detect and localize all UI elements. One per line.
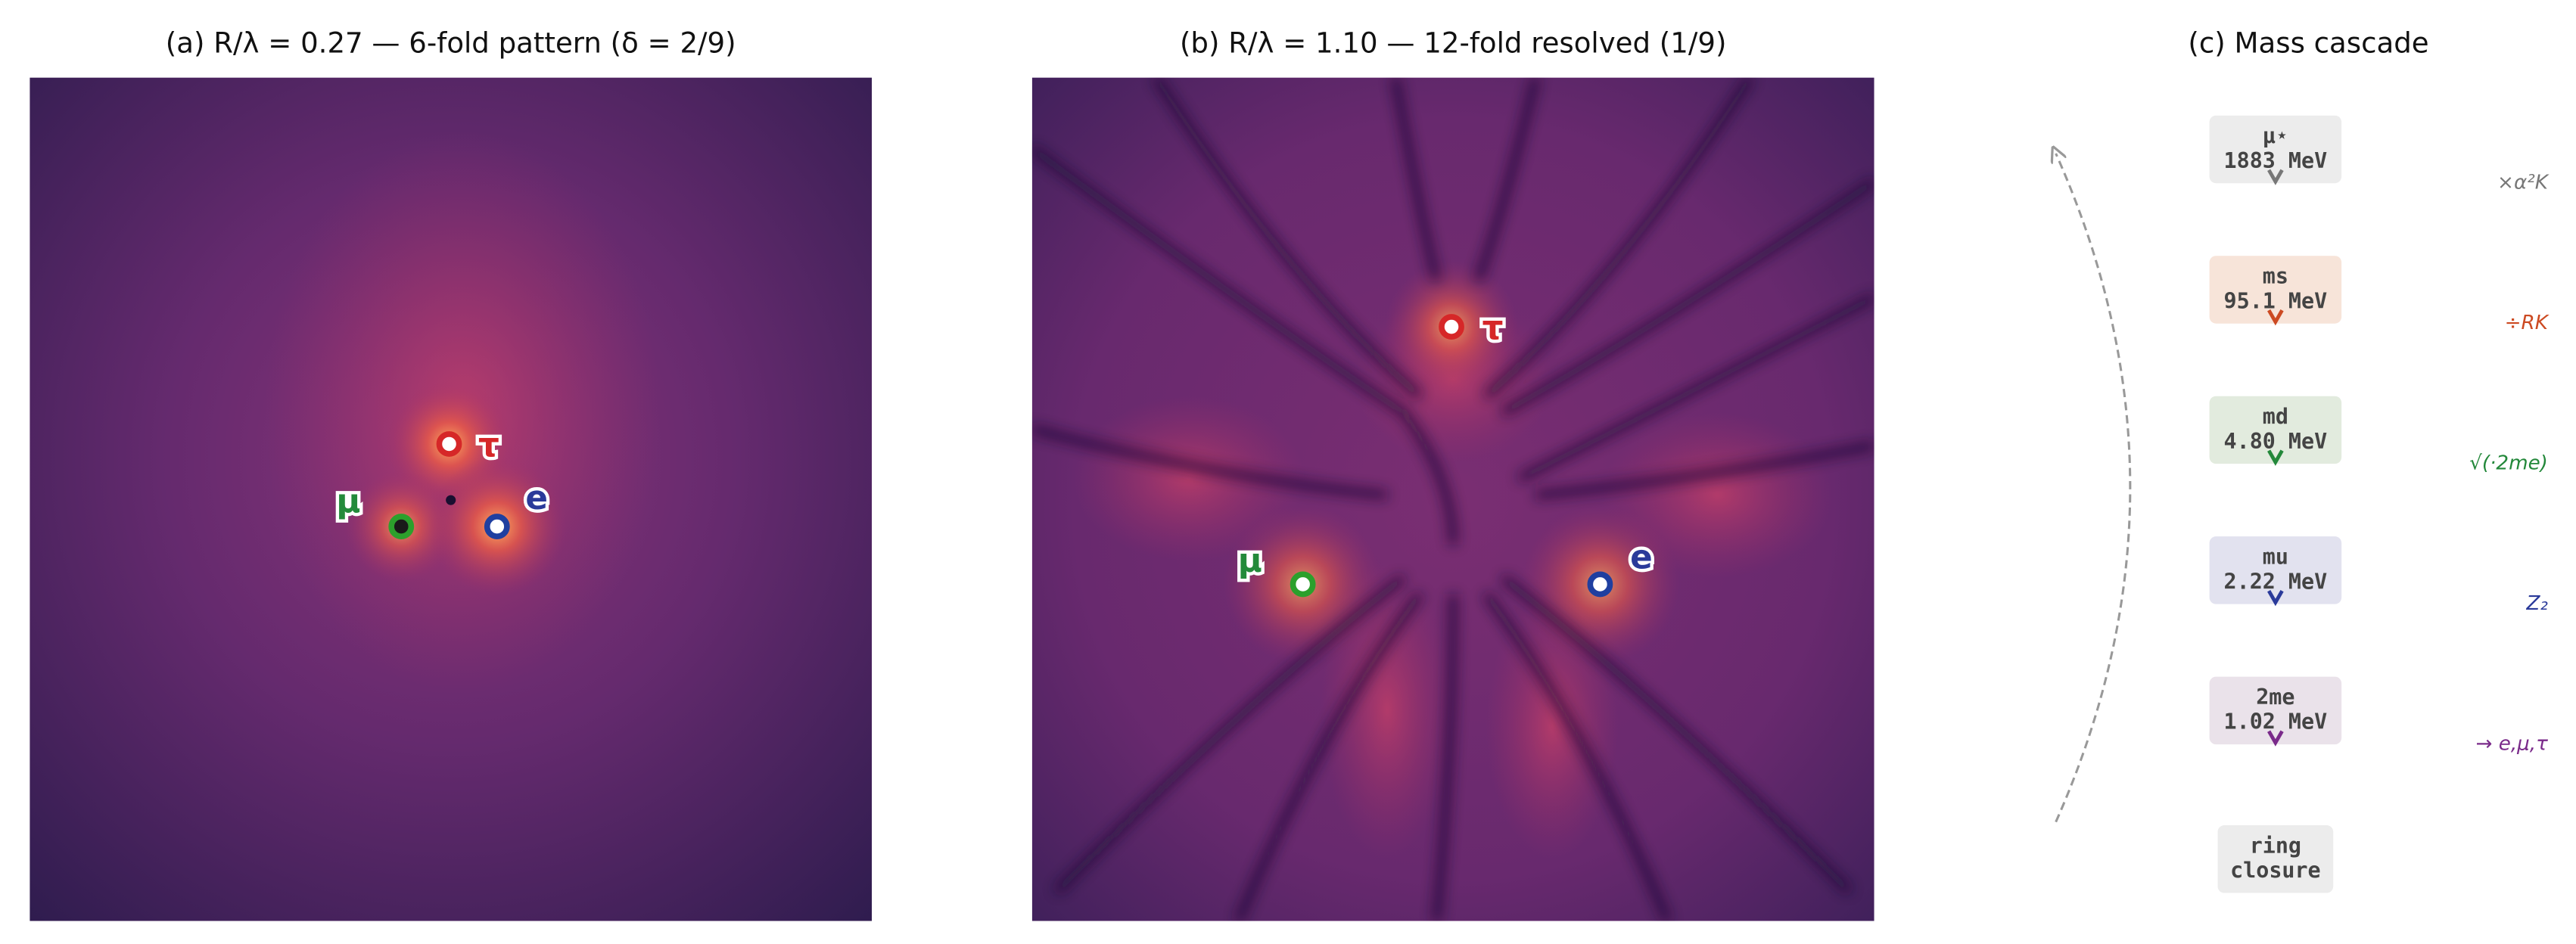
cascade-box (2209, 115, 2342, 184)
box-label: 2.22 MeV (2224, 569, 2328, 594)
panel-title: (a) R/λ = 0.27 — 6-fold pattern (δ = 2/9… (166, 26, 736, 59)
marker (388, 514, 415, 539)
panel-title: (b) R/λ = 1.10 — 12-fold resolved (1/9) (1180, 26, 1726, 59)
operation-label: ×α²K (2497, 172, 2550, 194)
step-arrow (2267, 169, 2284, 185)
marker (1290, 571, 1316, 598)
cascade-box (2217, 825, 2334, 893)
panel-title: (c) Mass cascade (2188, 26, 2428, 59)
box-label: ring (2250, 833, 2301, 858)
cascade-box (2209, 256, 2342, 324)
step-arrow (2267, 449, 2284, 466)
marker-label: e (1630, 539, 1653, 577)
marker-label: e (525, 479, 548, 517)
marker (484, 514, 510, 539)
box-label: 2me (2256, 685, 2294, 710)
box-label: closure (2230, 858, 2321, 883)
marker-label: μ (336, 483, 360, 521)
marker (1587, 571, 1613, 598)
step-arrow (2267, 309, 2284, 326)
operation-label: → e,μ,τ (2475, 733, 2548, 756)
box-label: 1883 MeV (2224, 148, 2328, 173)
box-label: mu (2263, 545, 2288, 570)
marker-label: τ (478, 426, 499, 464)
marker (1439, 314, 1464, 340)
heatmap (1031, 77, 1874, 921)
box-label: ms (2263, 264, 2288, 289)
cascade-box (2209, 536, 2342, 604)
marker (436, 431, 462, 457)
operation-label: √(·2me) (2469, 452, 2548, 475)
operation-label: Z₂ (2525, 592, 2548, 615)
box-label: md (2263, 404, 2288, 429)
heatmap (30, 77, 873, 921)
step-arrow (2267, 730, 2284, 747)
box-label: 4.80 MeV (2224, 429, 2328, 454)
box-label: 1.02 MeV (2224, 710, 2328, 734)
box-label: 95.1 MeV (2224, 288, 2328, 313)
cascade-box (2209, 396, 2342, 464)
marker-label: τ (1482, 309, 1504, 347)
step-arrow (2267, 589, 2284, 607)
cascade-box (2209, 676, 2342, 745)
operation-label: ÷RK (2505, 312, 2550, 334)
box-label: μ⋆ (2263, 123, 2288, 148)
marker-label: μ (1238, 542, 1262, 580)
cycle-arrow (2056, 154, 2132, 823)
